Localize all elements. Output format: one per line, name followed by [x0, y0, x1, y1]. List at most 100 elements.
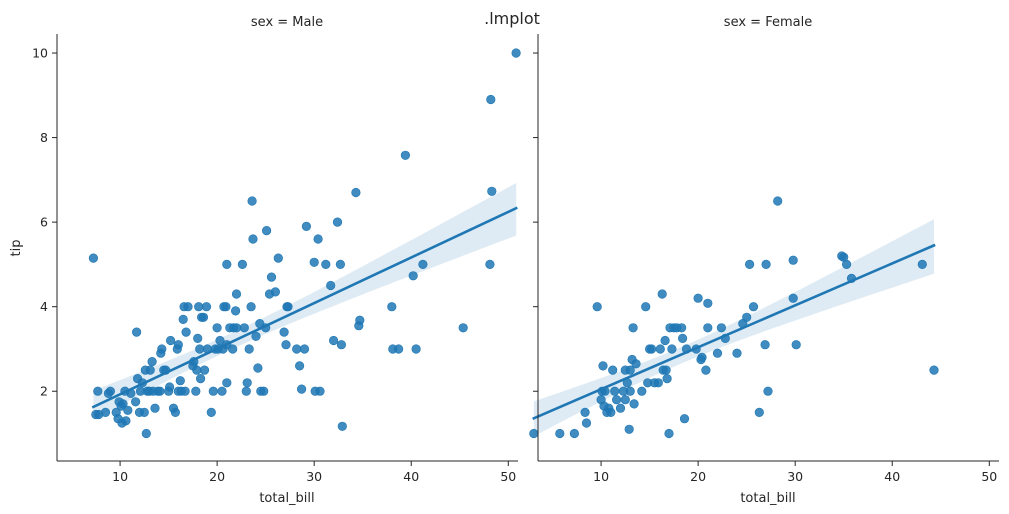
figure-suptitle: .lmplot — [484, 9, 540, 28]
x-tick-label: 30 — [787, 469, 803, 484]
data-point — [598, 361, 608, 371]
data-point — [139, 407, 149, 418]
data-point — [201, 302, 212, 312]
data-point — [655, 344, 665, 354]
data-point — [178, 314, 188, 325]
data-point — [292, 344, 302, 354]
data-point — [244, 344, 254, 354]
data-point — [637, 386, 647, 396]
data-point — [273, 253, 283, 263]
data-point — [592, 302, 602, 312]
data-point — [173, 340, 183, 350]
scatter-points-female — [529, 196, 939, 439]
data-point — [569, 428, 580, 439]
data-point — [754, 407, 764, 418]
data-point — [241, 386, 251, 396]
data-point — [841, 259, 852, 270]
data-point — [170, 407, 180, 418]
data-point — [408, 271, 418, 281]
data-point — [231, 323, 242, 333]
data-point — [624, 424, 634, 434]
data-point — [458, 323, 468, 333]
data-point — [332, 217, 343, 227]
x-tick-label: 40 — [403, 469, 419, 484]
data-point — [221, 302, 231, 312]
data-point — [716, 323, 727, 333]
data-point — [100, 407, 111, 418]
data-point — [625, 365, 635, 375]
data-point — [337, 421, 347, 431]
data-point — [400, 150, 411, 160]
data-point — [88, 253, 98, 263]
data-point — [661, 365, 671, 375]
data-point — [206, 407, 216, 418]
data-point — [660, 335, 670, 346]
data-point — [748, 302, 759, 312]
regression-line-male — [91, 206, 518, 409]
data-point — [610, 386, 620, 396]
data-point — [646, 344, 657, 354]
data-point — [315, 386, 325, 396]
data-point — [606, 407, 616, 418]
x-tick-label: 50 — [500, 469, 516, 484]
facet-male: sex = Male 10 20 30 40 50 2 4 6 8 10 total_bill t… — [9, 15, 521, 506]
data-point — [246, 302, 256, 312]
data-point — [175, 376, 185, 386]
data-point — [773, 196, 783, 206]
facet-female: sex = Female 10 20 30 40 50 total_bill — [529, 15, 999, 506]
data-point — [279, 327, 289, 337]
scatter-points-male — [88, 48, 521, 439]
data-point — [485, 259, 495, 270]
data-point — [418, 259, 428, 270]
data-point — [180, 386, 190, 396]
data-point — [641, 302, 651, 312]
data-point — [121, 416, 131, 426]
data-point — [222, 378, 232, 388]
x-axis-label-female: total_bill — [740, 491, 795, 506]
x-tick-label: 40 — [884, 469, 900, 484]
x-tick-label: 30 — [306, 469, 322, 484]
data-point — [486, 94, 496, 105]
data-point — [141, 428, 151, 439]
data-point — [679, 414, 690, 424]
data-point — [145, 365, 155, 375]
data-point — [270, 287, 281, 297]
confidence-band — [533, 219, 934, 437]
facet-title-female: sex = Female — [724, 15, 812, 30]
data-point — [742, 312, 752, 322]
data-point — [222, 259, 232, 270]
data-point — [629, 399, 639, 409]
data-point — [281, 340, 291, 350]
data-point — [761, 259, 771, 270]
y-tick-label: 2 — [40, 384, 48, 399]
data-point — [193, 333, 203, 344]
data-point — [387, 302, 397, 312]
data-point — [411, 344, 421, 354]
data-point — [657, 289, 667, 299]
data-point — [93, 386, 103, 396]
x-tick-label: 10 — [112, 469, 128, 484]
data-point — [208, 386, 218, 396]
data-point — [703, 323, 713, 333]
data-point — [788, 293, 798, 303]
y-tick-label: 8 — [40, 130, 48, 145]
regression-line-female — [532, 243, 936, 421]
data-point — [788, 255, 798, 265]
data-point — [262, 226, 272, 236]
data-point — [194, 302, 204, 312]
data-point — [231, 289, 242, 299]
data-point — [712, 348, 723, 358]
data-point — [653, 378, 663, 388]
data-point — [231, 306, 241, 316]
confidence-band — [93, 183, 517, 420]
data-point — [701, 365, 711, 375]
data-point — [157, 344, 167, 354]
data-point — [150, 403, 160, 413]
confidence-band-female — [533, 219, 934, 437]
data-point — [744, 259, 755, 270]
regression-line — [91, 206, 518, 409]
data-point — [620, 395, 630, 405]
data-point — [192, 365, 202, 375]
data-point — [228, 344, 238, 354]
